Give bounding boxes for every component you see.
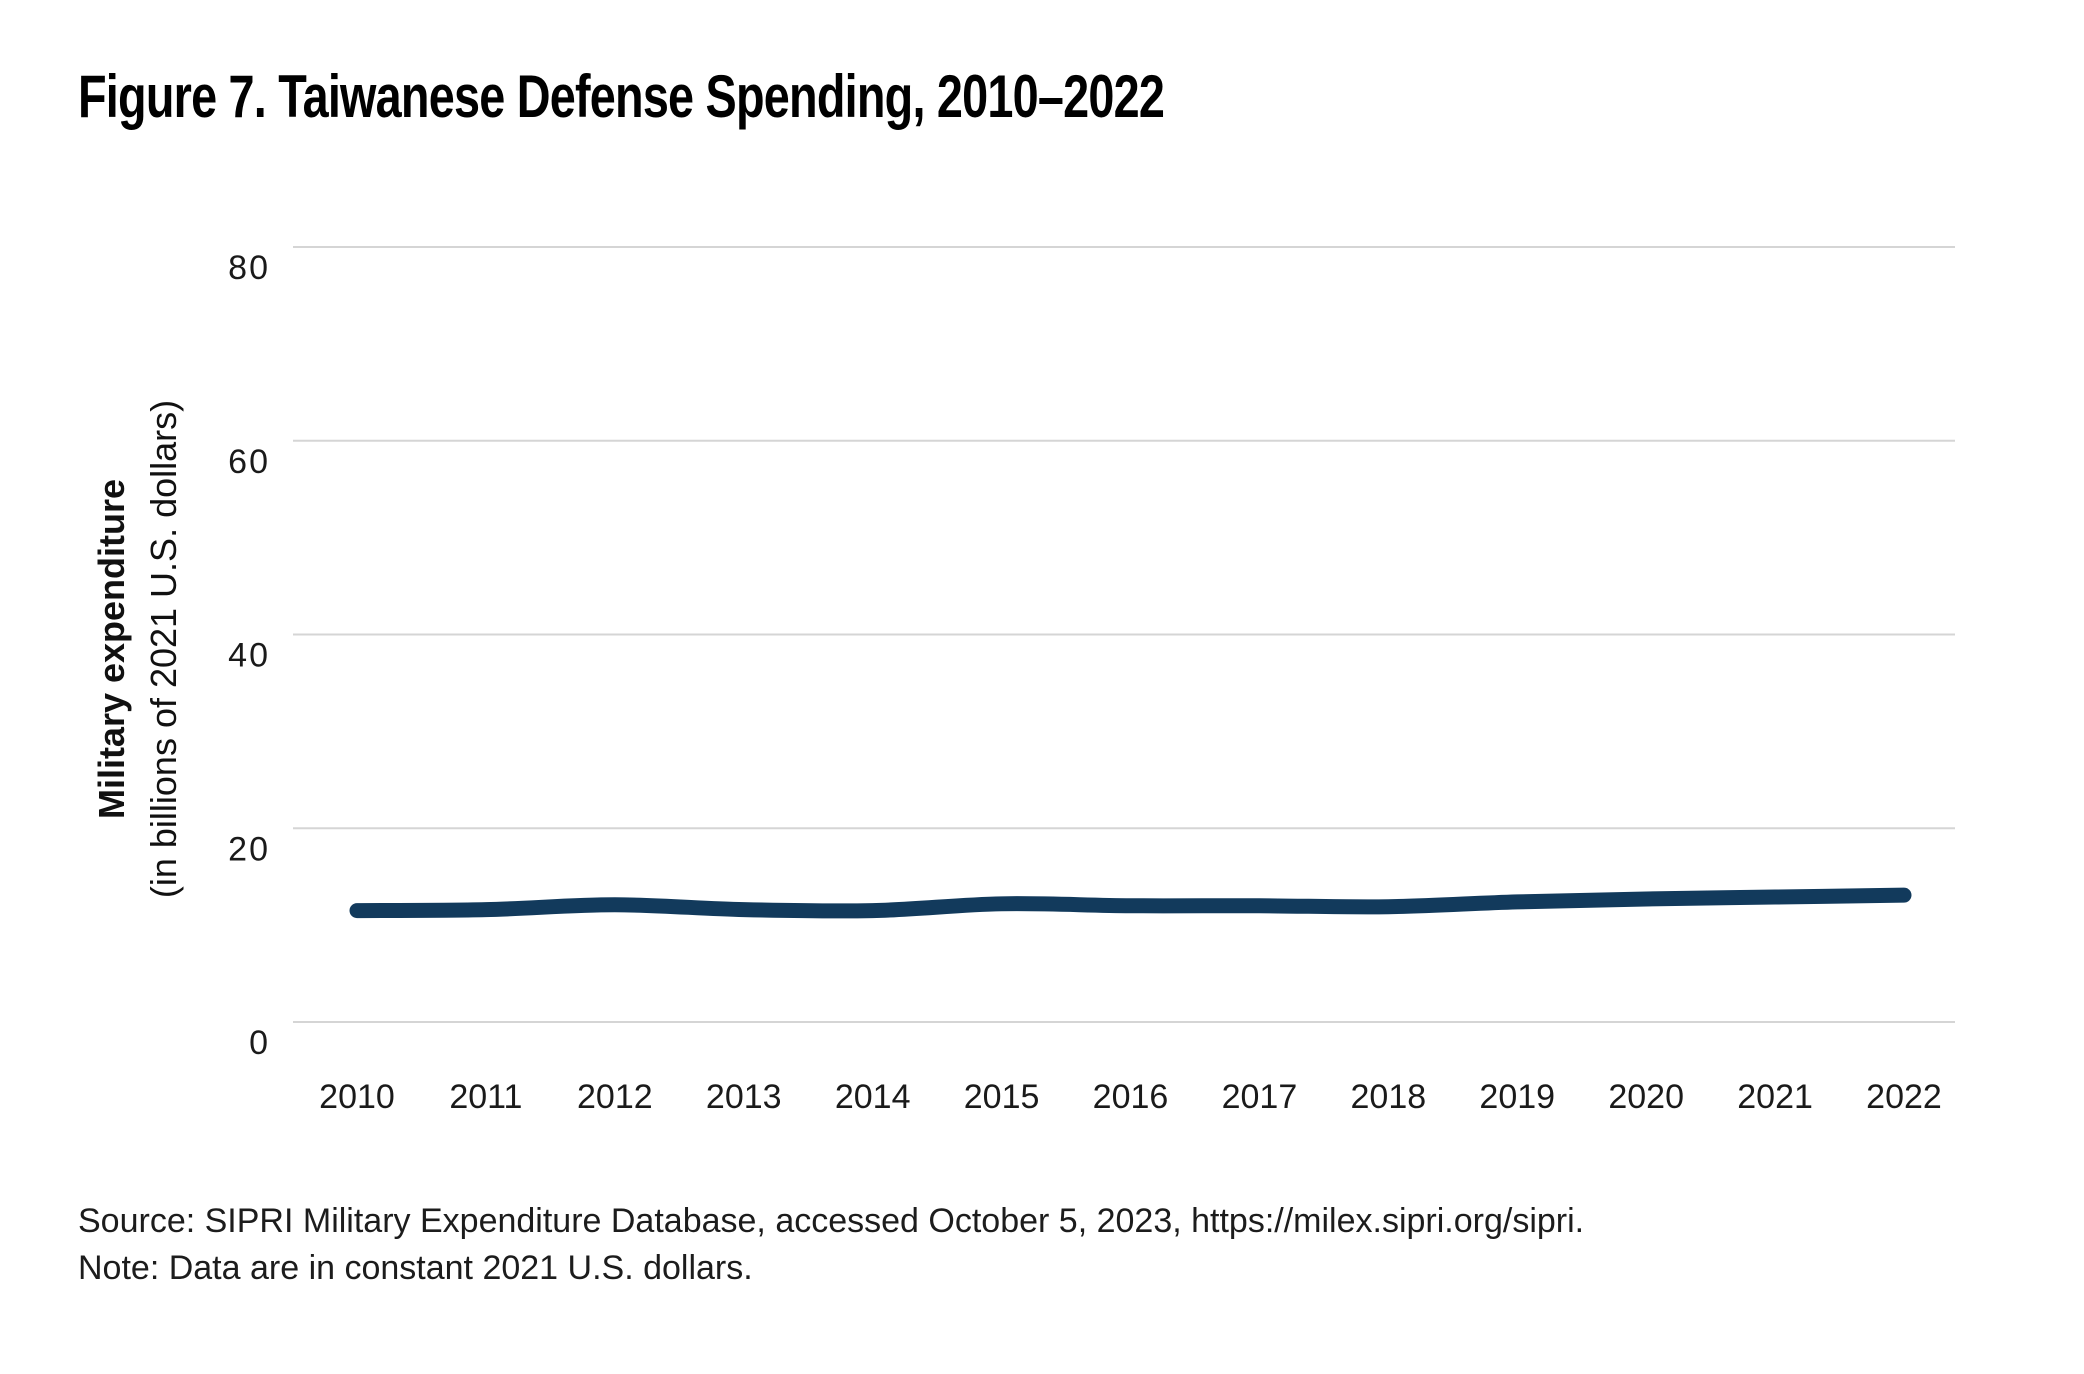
- x-tick-label-2018: 2018: [1351, 1078, 1427, 1116]
- x-tick-label-2020: 2020: [1608, 1078, 1684, 1116]
- y-axis-title-units: (in billions of 2021 U.S. dollars): [143, 399, 184, 899]
- x-tick-label-2019: 2019: [1479, 1078, 1555, 1116]
- data-note: Note: Data are in constant 2021 U.S. dol…: [78, 1249, 753, 1287]
- y-tick-label-40: 40: [228, 637, 270, 675]
- y-tick-label-0: 0: [249, 1024, 270, 1062]
- x-tick-label-2017: 2017: [1222, 1078, 1298, 1116]
- y-tick-label-60: 60: [228, 443, 270, 481]
- x-tick-label-2011: 2011: [449, 1078, 522, 1116]
- x-tick-label-2013: 2013: [706, 1078, 782, 1116]
- y-axis-title: Military expenditure (in billions of 202…: [86, 199, 190, 1099]
- x-tick-label-2010: 2010: [319, 1078, 395, 1116]
- y-tick-label-20: 20: [228, 830, 270, 868]
- x-tick-label-2014: 2014: [835, 1078, 911, 1116]
- figure-title: Figure 7. Taiwanese Defense Spending, 20…: [78, 63, 1165, 130]
- x-tick-label-2016: 2016: [1093, 1078, 1169, 1116]
- x-tick-label-2022: 2022: [1866, 1078, 1942, 1116]
- x-tick-label-2015: 2015: [964, 1078, 1040, 1116]
- x-tick-label-2021: 2021: [1737, 1078, 1813, 1116]
- spending-line-series: [349, 887, 1912, 919]
- y-axis-title-main: Military expenditure: [91, 478, 132, 820]
- source-note: Source: SIPRI Military Expenditure Datab…: [78, 1202, 1585, 1240]
- y-tick-label-80: 80: [228, 249, 270, 287]
- figure-footer: Source: SIPRI Military Expenditure Datab…: [78, 1198, 1584, 1292]
- x-tick-label-2012: 2012: [577, 1078, 653, 1116]
